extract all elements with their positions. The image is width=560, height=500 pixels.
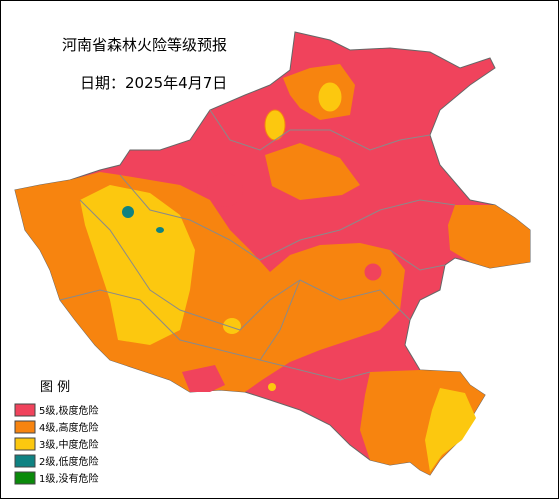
legend-label: 5级,极度危险: [39, 404, 99, 417]
legend-swatch: [14, 471, 36, 485]
legend-label: 1级,没有危险: [39, 472, 99, 485]
legend-swatch: [14, 437, 36, 451]
legend-label: 3级,中度危险: [39, 438, 99, 451]
legend-title: 图 例: [40, 380, 70, 395]
legend-swatch: [14, 403, 36, 417]
map-title: 河南省森林火险等级预报: [62, 36, 227, 54]
county-borders: [59, 109, 456, 381]
legend-swatch: [14, 420, 36, 434]
legend-label: 2级,低度危险: [39, 455, 99, 468]
legend: 5级,极度危险 4级,高度危险 3级,中度危险 2级,低度危险 1级,没有危险: [14, 403, 99, 485]
map-date: 日期：2025年4月7日: [80, 74, 227, 92]
legend-swatch: [14, 454, 36, 468]
legend-label: 4级,高度危险: [39, 421, 99, 434]
